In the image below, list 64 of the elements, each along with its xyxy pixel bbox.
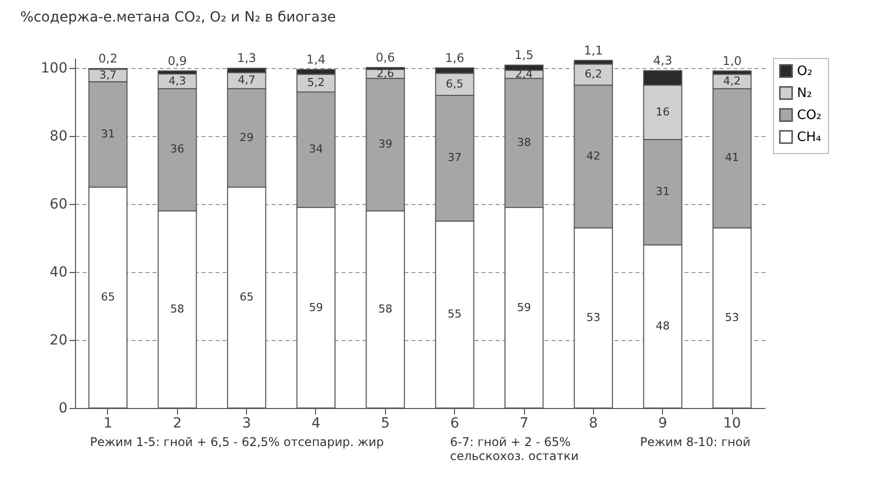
data-label: 1,3 — [237, 51, 256, 66]
data-label: 48 — [656, 319, 670, 332]
data-label: 1,1 — [584, 43, 603, 58]
data-label: 42 — [586, 150, 600, 163]
text: Режим 1-5: гной + 6,5 - 62,5% отсепарир. жир — [90, 435, 384, 449]
x-tick-label: 3 — [242, 416, 252, 432]
x-tick-label: 6 — [450, 416, 460, 432]
data-label: 1,4 — [306, 52, 326, 67]
data-label: 1,5 — [514, 48, 534, 62]
data-label: 29 — [240, 130, 254, 144]
data-label: 31 — [656, 185, 670, 198]
y-tick-label: 100 — [40, 60, 68, 77]
data-label: 53 — [725, 310, 740, 324]
data-label: 31 — [100, 127, 115, 140]
data-label: 0,2 — [98, 52, 118, 66]
data-label: 0,9 — [168, 54, 187, 68]
data-label: 37 — [448, 151, 462, 164]
data-label: 2,4 — [515, 67, 533, 80]
data-label: 0,6 — [376, 50, 395, 65]
data-label: 2,6 — [376, 66, 394, 80]
data-label: 36 — [170, 142, 184, 156]
data-label: 38 — [517, 136, 532, 149]
text: 6-7: гной + 2 - 65% сельскохоз. остатки — [450, 435, 580, 463]
legend-label: CO₂ — [797, 108, 822, 123]
x-tick-label: 2 — [172, 416, 182, 432]
data-label: 59 — [517, 300, 532, 314]
text: Режим 8-10: гной — [640, 435, 750, 449]
data-label: 34 — [308, 142, 323, 156]
data-label: 58 — [378, 302, 392, 316]
data-label: 55 — [448, 308, 462, 321]
data-label: 39 — [378, 138, 392, 151]
data-label: 53 — [586, 310, 600, 324]
data-label: 41 — [725, 151, 740, 164]
data-label: 5,2 — [307, 76, 325, 90]
x-tick-label: 8 — [588, 416, 598, 432]
x-tick-label: 10 — [723, 416, 741, 432]
x-tick-label: 9 — [658, 416, 668, 432]
y-tick-label: 60 — [50, 196, 68, 213]
data-label: 1,6 — [445, 50, 464, 65]
legend-label: CH₄ — [797, 130, 822, 145]
y-tick-label: 40 — [50, 264, 68, 281]
y-tick-label: 0 — [58, 400, 68, 416]
data-label: 6,2 — [584, 68, 602, 81]
chart-title: %содержа-е.метана CO₂, O₂ и N₂ в биогазе — [20, 9, 336, 26]
y-tick-label: 80 — [50, 128, 68, 145]
data-label: 4,3 — [653, 54, 672, 68]
data-label: 4,3 — [168, 74, 186, 88]
x-tick-label: 7 — [520, 416, 528, 432]
data-label: 16 — [656, 105, 670, 118]
data-label: 6,5 — [446, 77, 464, 90]
x-tick-label: 1 — [103, 416, 112, 432]
legend-label: N₂ — [797, 86, 812, 101]
x-tick-label: 4 — [312, 416, 321, 432]
data-label: 4,2 — [723, 74, 741, 88]
data-label: 65 — [100, 290, 115, 304]
legend-label: O₂ — [797, 64, 812, 79]
data-label: 59 — [308, 300, 323, 314]
y-tick-label: 20 — [50, 332, 68, 349]
data-label: 4,7 — [238, 74, 256, 87]
data-label: 1,0 — [722, 54, 742, 68]
x-tick-label: 5 — [380, 416, 390, 432]
data-label: 3,7 — [99, 68, 117, 82]
data-label: 58 — [170, 302, 184, 316]
data-label: 65 — [240, 290, 254, 304]
